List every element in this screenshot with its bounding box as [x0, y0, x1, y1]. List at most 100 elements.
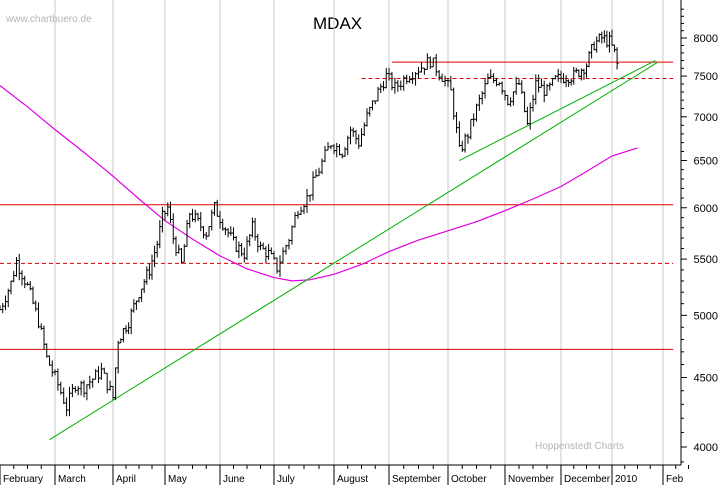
ohlc-bar — [457, 121, 461, 148]
ohlc-bar — [428, 56, 432, 69]
ohlc-bar — [569, 78, 573, 86]
x-month-label: September — [392, 474, 442, 485]
ohlc-bar — [434, 53, 438, 77]
x-month-label: May — [168, 474, 187, 485]
ohlc-bar — [174, 236, 178, 256]
ohlc-bar — [460, 140, 464, 152]
ohlc-bar — [475, 103, 478, 122]
ohlc-bar — [376, 86, 380, 102]
ohlc-bar — [582, 68, 586, 80]
ohlc-bar — [371, 100, 374, 111]
ohlc-bar — [425, 53, 429, 70]
ohlc-bar — [472, 113, 476, 127]
ohlc-bar — [323, 145, 327, 163]
x-month-label: November — [508, 474, 555, 485]
ohlc-bar — [534, 74, 538, 105]
ohlc-bar — [613, 44, 617, 53]
ohlc-bar — [4, 295, 7, 311]
x-month-label: Feb — [666, 474, 684, 485]
ohlc-bar — [147, 263, 151, 280]
ohlc-bar — [531, 94, 535, 112]
ohlc-bar — [278, 255, 282, 277]
ohlc-bar — [150, 254, 154, 280]
ohlc-bar — [237, 241, 241, 259]
ohlc-bar — [250, 217, 254, 238]
ohlc-bar — [564, 75, 568, 88]
ohlc-bar — [91, 378, 95, 388]
ohlc-bar — [105, 372, 109, 394]
ohlc-bar — [264, 246, 268, 264]
ohlc-bar — [338, 144, 341, 156]
ohlc-bar — [56, 368, 60, 391]
ohlc-bar — [121, 328, 125, 343]
ohlc-bar — [20, 270, 24, 286]
ohlc-bar — [114, 367, 118, 401]
ohlc-bar — [422, 67, 426, 75]
ohlc-bar — [158, 220, 162, 249]
ohlc-bar — [28, 281, 32, 291]
ohlc-bar — [595, 36, 599, 53]
ohlc-bar — [305, 189, 309, 213]
ohlc-bar — [142, 279, 146, 293]
x-month-label: December — [564, 474, 611, 485]
ohlc-bar — [31, 286, 35, 305]
ohlc-bar — [577, 69, 581, 78]
ohlc-bar — [368, 106, 372, 117]
y-tick-label: 6000 — [694, 203, 718, 215]
ohlc-bar — [88, 375, 92, 390]
ohlc-bar — [256, 233, 260, 253]
ohlc-bar — [509, 97, 513, 107]
ohlc-bar — [210, 209, 214, 231]
ohlc-bar — [259, 241, 262, 251]
ohlc-bar — [70, 383, 74, 398]
ohlc-bar — [405, 74, 409, 85]
y-tick-label: 5000 — [694, 310, 718, 322]
ohlc-bar — [215, 199, 219, 217]
ohlc-bar — [99, 362, 103, 380]
ohlc-bar — [373, 100, 377, 105]
ohlc-bar — [542, 80, 546, 103]
ohlc-bar — [417, 66, 420, 79]
ohlc-bar — [102, 367, 106, 374]
x-month-label: April — [116, 474, 136, 485]
ohlc-bar — [332, 144, 336, 155]
trend-line — [49, 61, 659, 441]
ohlc-bar — [463, 133, 467, 153]
ohlc-bar — [242, 247, 246, 263]
ohlc-bar — [449, 75, 453, 91]
ohlc-bar — [443, 75, 447, 87]
ohlc-bar — [340, 153, 344, 159]
ohlc-bar — [503, 90, 507, 101]
ohlc-bar — [320, 158, 324, 175]
ohlc-bar — [317, 167, 321, 177]
ohlc-bar — [362, 122, 366, 137]
ohlc-bar — [365, 108, 369, 127]
ohlc-bar — [53, 369, 57, 376]
y-tick-label: 7500 — [694, 71, 718, 83]
ohlc-bar — [26, 282, 29, 286]
ohlc-bar — [469, 118, 473, 140]
ohlc-bar — [140, 288, 144, 302]
ohlc-bar — [551, 77, 555, 86]
ohlc-bar — [287, 238, 291, 250]
ohlc-bar — [182, 244, 186, 263]
ohlc-bar — [248, 234, 252, 247]
ohlc-bar — [34, 300, 38, 312]
ohlc-bar — [68, 386, 71, 417]
ohlc-bar — [572, 66, 576, 85]
chart-title: MDAX — [313, 14, 363, 33]
ohlc-bar — [232, 227, 235, 241]
ohlc-bar — [207, 226, 211, 237]
ohlc-bar — [343, 146, 347, 157]
ohlc-bar — [129, 308, 133, 335]
ohlc-bar — [6, 288, 10, 308]
ohlc-bar — [402, 75, 406, 91]
ohlc-bar — [275, 257, 279, 274]
ohlc-bar — [290, 225, 294, 245]
ohlc-bar — [240, 243, 244, 257]
ohlc-bar — [234, 235, 238, 253]
ohlc-bar — [399, 80, 403, 91]
ohlc-bar — [615, 47, 619, 70]
ohlc-bar — [94, 369, 98, 380]
ohlc-bar — [127, 322, 131, 335]
